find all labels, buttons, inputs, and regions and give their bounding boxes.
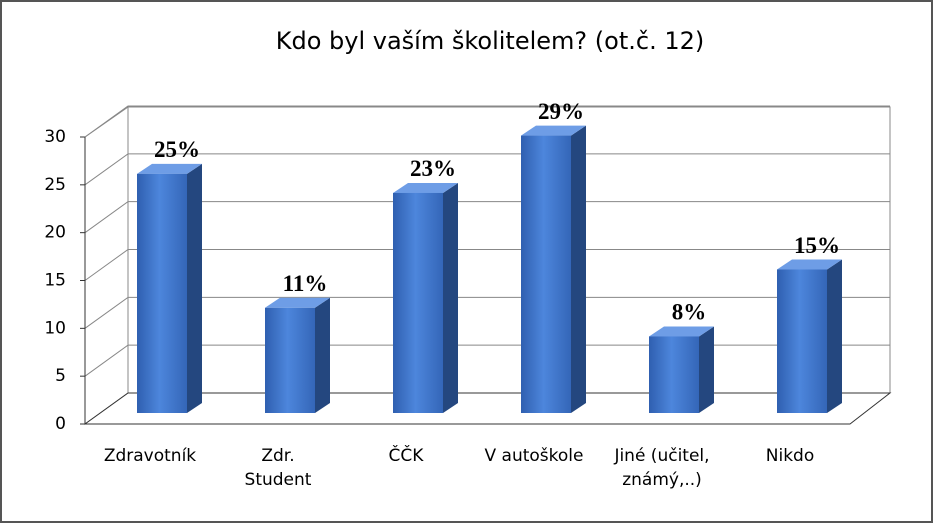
bar-side: [571, 125, 586, 414]
y-tick-label: 20: [44, 223, 66, 243]
y-tick-label: 10: [44, 318, 66, 338]
value-label: 8%: [672, 300, 707, 325]
x-tick-label: ČČK: [388, 446, 424, 466]
bar-side: [827, 259, 842, 413]
bar: [265, 307, 315, 413]
bar-top: [521, 125, 586, 136]
y-tick-label: 0: [55, 414, 66, 434]
grid-line: [84, 344, 890, 377]
value-label: 15%: [794, 233, 840, 258]
chart-title: Kdo byl vaším školitelem? (ot.č. 12): [276, 27, 704, 55]
bar: [393, 192, 443, 413]
grid-line: [84, 105, 890, 138]
bar-top: [137, 163, 202, 174]
bar-side: [443, 182, 458, 413]
bar: [137, 173, 187, 413]
bar-top: [393, 182, 458, 193]
x-tick-label: Nikdo: [765, 446, 815, 466]
y-tick-label: 30: [44, 127, 66, 147]
bar-top: [777, 259, 842, 270]
y-tick-label: 15: [44, 271, 66, 291]
bar-top: [265, 297, 330, 308]
bar-side: [699, 326, 714, 413]
grid-line: [84, 296, 890, 329]
bar: [777, 269, 827, 413]
bar: [649, 336, 699, 413]
value-label: 23%: [410, 156, 456, 181]
grid-line: [84, 153, 890, 186]
x-tick-label: Jiné (učitel, známý,..): [614, 446, 710, 490]
value-label: 11%: [283, 271, 328, 296]
bar-side: [315, 297, 330, 413]
value-label: 25%: [154, 137, 200, 162]
bar-top: [649, 326, 714, 337]
bar-side: [187, 163, 202, 413]
y-tick-label: 5: [55, 366, 66, 386]
bar: [521, 135, 571, 414]
grid-line: [84, 201, 890, 234]
value-label: 29%: [538, 99, 584, 124]
x-tick-label: Zdr. Student: [244, 446, 312, 490]
floor: [83, 392, 892, 425]
y-tick-label: 25: [44, 175, 66, 195]
x-tick-label: Zdravotník: [103, 446, 197, 466]
x-tick-label: V autoškole: [484, 446, 584, 466]
grid-line: [84, 249, 890, 281]
